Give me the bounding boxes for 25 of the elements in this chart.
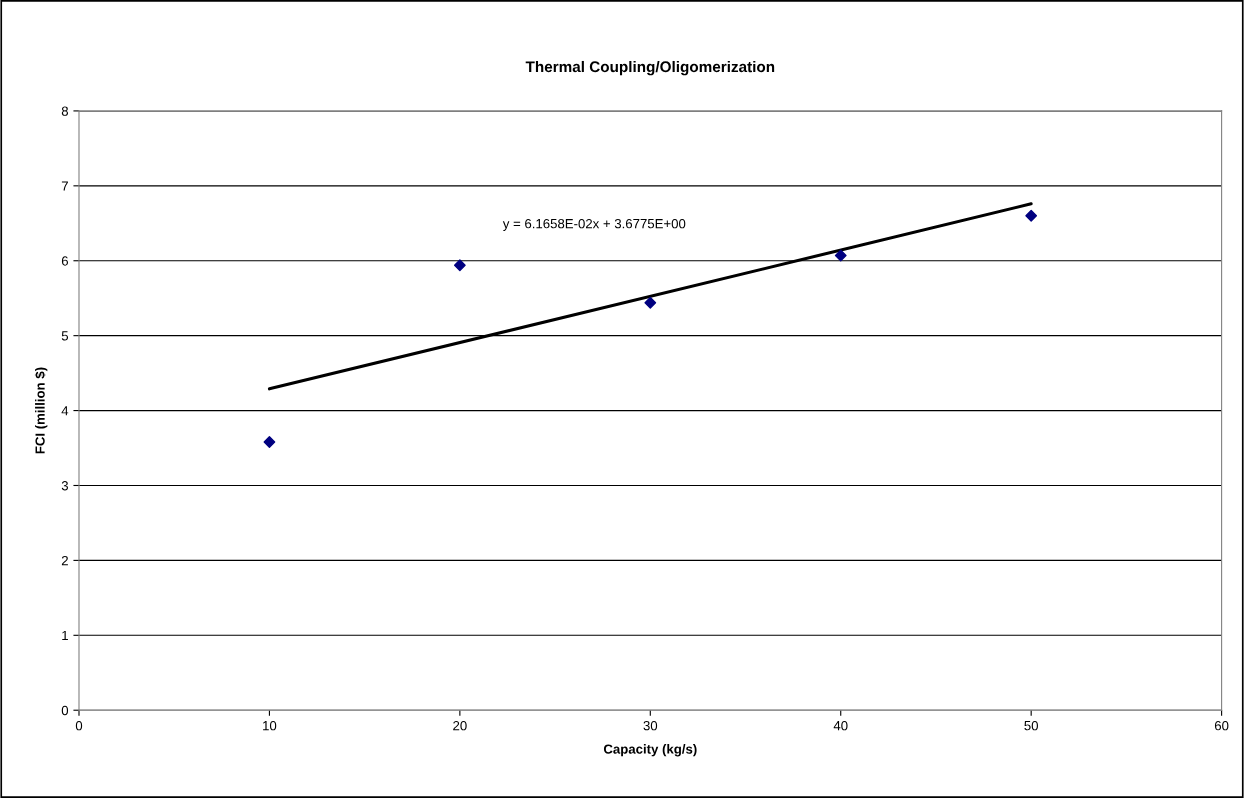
y-tick-label: 5 xyxy=(61,331,69,341)
point xyxy=(834,249,847,262)
x-tick-label: 0 xyxy=(75,720,83,731)
point xyxy=(453,259,466,272)
x-tick-label: 60 xyxy=(1214,720,1229,731)
y-tick-label: 0 xyxy=(61,705,69,716)
x-tick-label: 40 xyxy=(833,720,848,731)
y-tick-label: 7 xyxy=(61,181,68,191)
y-tick-label: 8 xyxy=(61,106,68,116)
x-axis-title: Capacity (kg/s) xyxy=(603,744,697,757)
x-tick-label: 10 xyxy=(263,720,277,731)
point xyxy=(263,436,276,448)
y-tick-label: 2 xyxy=(61,555,68,566)
y-tick-label: 6 xyxy=(61,256,68,266)
x-tick-label: 30 xyxy=(643,720,658,731)
chart-title: Thermal Coupling/Oligomerization xyxy=(525,60,775,76)
x-tick-label: 20 xyxy=(453,720,467,731)
y-tick-label: 4 xyxy=(61,406,69,416)
x-tick-label: 50 xyxy=(1024,720,1038,731)
point xyxy=(1025,209,1038,222)
annotation: y = 6.1658E-02x + 3.6775E+00 xyxy=(502,218,686,231)
y-tick-label: 3 xyxy=(61,481,68,491)
y-tick-label: 1 xyxy=(62,631,68,641)
point xyxy=(644,296,657,309)
y-axis-title: FCI (million $) xyxy=(34,367,48,454)
